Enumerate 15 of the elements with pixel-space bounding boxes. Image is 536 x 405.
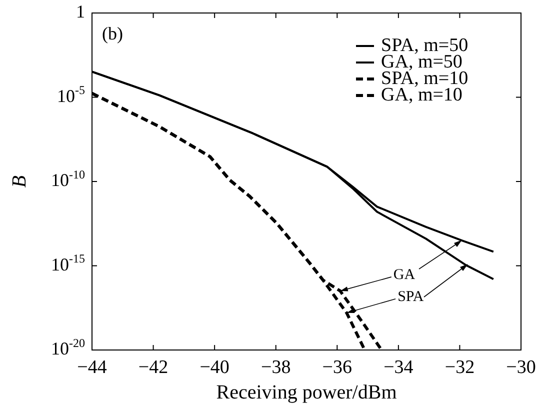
x-tick-label: −40 — [200, 356, 230, 378]
legend-label: SPA, m=50 — [381, 34, 468, 56]
annotation: (b) — [102, 24, 123, 44]
x-tick-label: −44 — [77, 356, 108, 378]
x-tick-label: −34 — [384, 356, 414, 378]
annotation: SPA — [398, 288, 424, 305]
x-tick-label: −32 — [444, 356, 475, 378]
x-tick-label: −38 — [261, 356, 291, 378]
x-axis-title: Receiving power/dBm — [216, 381, 398, 404]
x-tick-label: −36 — [322, 356, 352, 378]
y-axis-title: B — [8, 175, 30, 188]
y-tick-label: 1 — [76, 2, 85, 22]
x-tick-label: −42 — [138, 356, 168, 378]
annotation: GA — [393, 266, 416, 283]
x-tick-label: −30 — [506, 356, 536, 378]
